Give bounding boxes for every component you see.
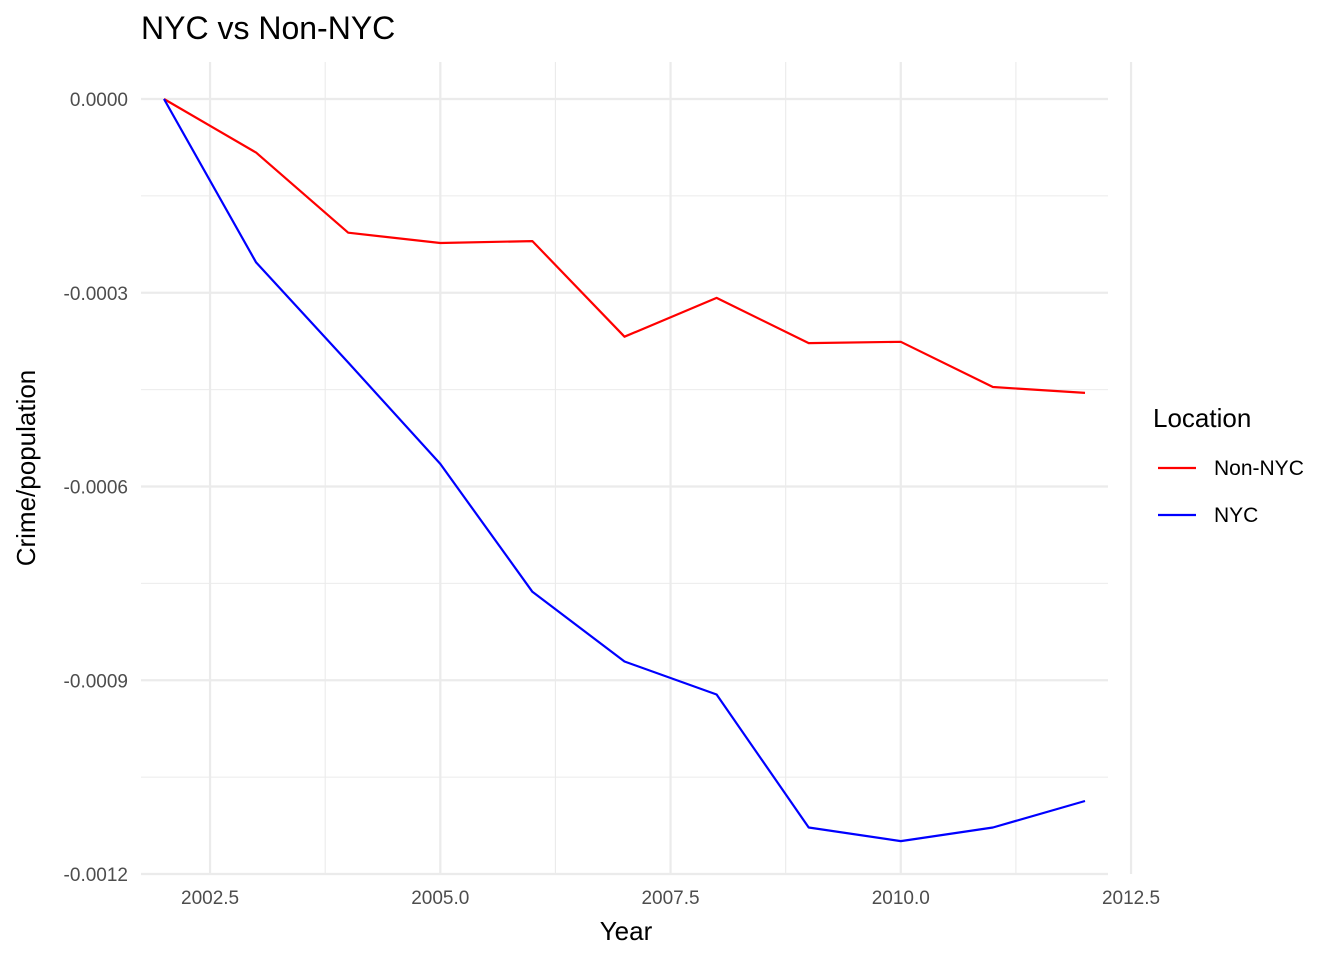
y-tick-label: -0.0009 [64,671,128,692]
x-tick-label: 2010.0 [872,888,930,909]
y-tick-label: 0.0000 [70,90,128,111]
y-axis-ticks: 0.0000 -0.0003 -0.0006 -0.0009 -0.0012 [64,90,128,886]
legend: Location Non-NYC NYC [1153,403,1304,527]
series-lines [163,98,1086,843]
x-axis-ticks: 2002.5 2005.0 2007.5 2010.0 2012.5 [181,888,1160,909]
y-tick-label: -0.0003 [64,284,128,305]
legend-label: NYC [1214,504,1258,527]
y-tick-label: -0.0012 [64,865,128,886]
series-line-non-nyc [163,98,1086,394]
x-tick-label: 2007.5 [641,888,699,909]
legend-label: Non-NYC [1214,457,1304,480]
x-tick-label: 2012.5 [1102,888,1160,909]
x-axis-title: Year [600,916,653,946]
chart-title: NYC vs Non-NYC [141,10,395,46]
series-line-nyc [163,98,1086,843]
grid [141,62,1133,876]
legend-title: Location [1153,403,1251,433]
legend-items: Non-NYC NYC [1158,457,1304,527]
y-tick-label: -0.0006 [64,478,128,499]
x-tick-label: 2005.0 [411,888,469,909]
y-axis-title: Crime/population [11,370,41,567]
x-tick-label: 2002.5 [181,888,239,909]
